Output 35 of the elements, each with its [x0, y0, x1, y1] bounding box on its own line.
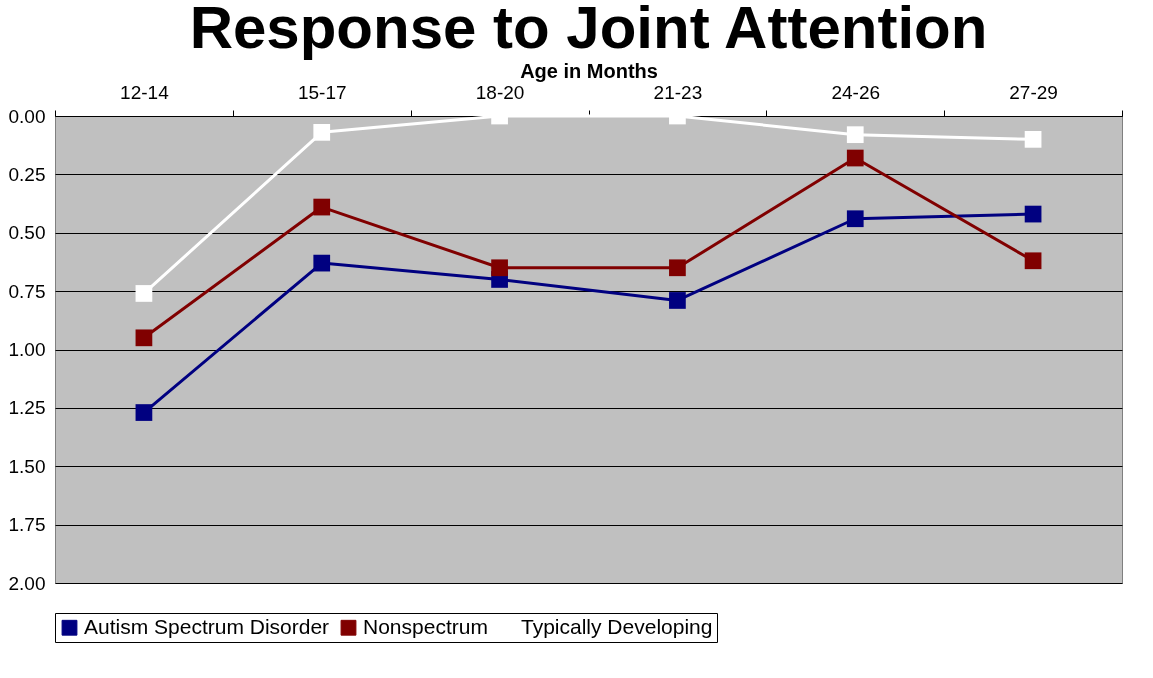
- point: [491, 259, 508, 277]
- y-tick-label: 0.00: [8, 105, 46, 127]
- y-tick-label: 1.00: [8, 339, 46, 360]
- point: [135, 285, 153, 302]
- x-tick-label: 12-14: [120, 81, 170, 103]
- x-axis-title: Age in Months: [520, 59, 658, 82]
- y-tick-label: 2.00: [8, 572, 46, 594]
- point: [669, 259, 686, 277]
- point: [1024, 205, 1042, 223]
- point: [135, 329, 153, 347]
- point: [846, 149, 864, 167]
- y-tick-label: 0.50: [8, 222, 46, 244]
- y-tick-label: 1.75: [8, 514, 46, 536]
- point: [669, 292, 686, 309]
- point: [313, 123, 331, 141]
- y-tick-label: 0.25: [8, 163, 46, 185]
- point: [313, 198, 331, 216]
- point: [135, 404, 153, 421]
- x-tick-label: 18-20: [475, 81, 525, 103]
- point: [1024, 252, 1042, 270]
- x-tick-label: 15-17: [297, 81, 347, 103]
- legend-label: Nonspectrum: [363, 614, 488, 638]
- text: Typically Developing: [521, 614, 713, 638]
- x-tick-label: 21-23: [653, 81, 703, 103]
- y-tick-label: 0.75: [8, 280, 46, 302]
- point: [846, 210, 864, 228]
- chart-title: Response to Joint Attention: [189, 0, 988, 61]
- x-tick-label: 27-29: [1009, 81, 1058, 103]
- y-tick-label: 1.25: [8, 397, 46, 419]
- point: [1024, 130, 1042, 148]
- point: [313, 254, 331, 272]
- legend-label: Autism Spectrum Disorder: [84, 614, 330, 638]
- x-tick-label: 24-26: [831, 81, 881, 103]
- y-tick-label: 1.50: [8, 455, 46, 477]
- point: [846, 126, 864, 144]
